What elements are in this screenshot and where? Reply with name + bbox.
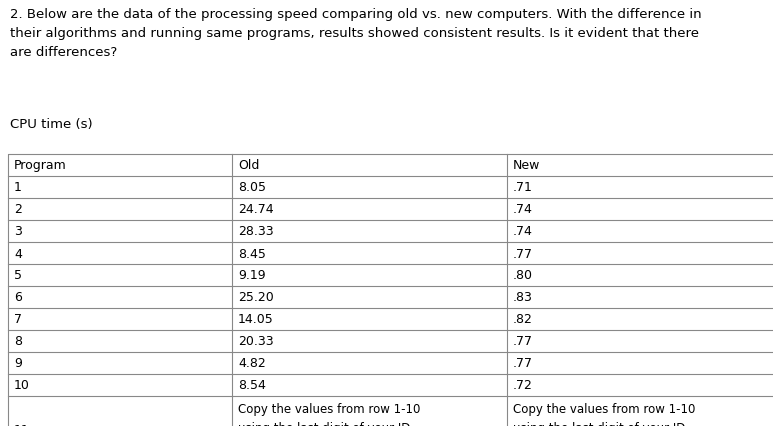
- Text: 25.20: 25.20: [238, 291, 274, 304]
- Text: 24.74: 24.74: [238, 203, 274, 216]
- Text: .83: .83: [513, 291, 533, 304]
- Text: 7: 7: [14, 313, 22, 326]
- Text: Copy the values from row 1-10
using the last digit of your ID
number.: Copy the values from row 1-10 using the …: [238, 402, 421, 426]
- Text: 9.19: 9.19: [238, 269, 266, 282]
- Text: 8.05: 8.05: [238, 181, 266, 194]
- Text: 8.45: 8.45: [238, 247, 266, 260]
- Text: .72: .72: [513, 379, 533, 391]
- Text: .82: .82: [513, 313, 533, 326]
- Text: 20.33: 20.33: [238, 335, 274, 348]
- Text: .74: .74: [513, 203, 533, 216]
- Text: New: New: [513, 159, 540, 172]
- Text: 3: 3: [14, 225, 22, 238]
- Text: Copy the values from row 1-10
using the last digit of your ID
number.: Copy the values from row 1-10 using the …: [513, 402, 696, 426]
- Bar: [8, 155, 773, 426]
- Text: 6: 6: [14, 291, 22, 304]
- Text: their algorithms and running same programs, results showed consistent results. I: their algorithms and running same progra…: [10, 27, 699, 40]
- Text: 4: 4: [14, 247, 22, 260]
- Text: 1: 1: [14, 181, 22, 194]
- Text: are differences?: are differences?: [10, 46, 117, 59]
- Text: 8.54: 8.54: [238, 379, 266, 391]
- Text: 4.82: 4.82: [238, 357, 266, 370]
- Text: CPU time (s): CPU time (s): [10, 118, 93, 131]
- Text: Old: Old: [238, 159, 260, 172]
- Text: 14.05: 14.05: [238, 313, 274, 326]
- Text: 8: 8: [14, 335, 22, 348]
- Text: 2. Below are the data of the processing speed comparing old vs. new computers. W: 2. Below are the data of the processing …: [10, 8, 702, 21]
- Text: 5: 5: [14, 269, 22, 282]
- Text: Program: Program: [14, 159, 66, 172]
- Text: 2: 2: [14, 203, 22, 216]
- Text: .71: .71: [513, 181, 533, 194]
- Text: 9: 9: [14, 357, 22, 370]
- Text: .77: .77: [513, 357, 533, 370]
- Text: .80: .80: [513, 269, 533, 282]
- Text: .77: .77: [513, 335, 533, 348]
- Text: .74: .74: [513, 225, 533, 238]
- Text: 10: 10: [14, 379, 30, 391]
- Text: 11: 11: [14, 423, 29, 426]
- Text: 28.33: 28.33: [238, 225, 274, 238]
- Text: .77: .77: [513, 247, 533, 260]
